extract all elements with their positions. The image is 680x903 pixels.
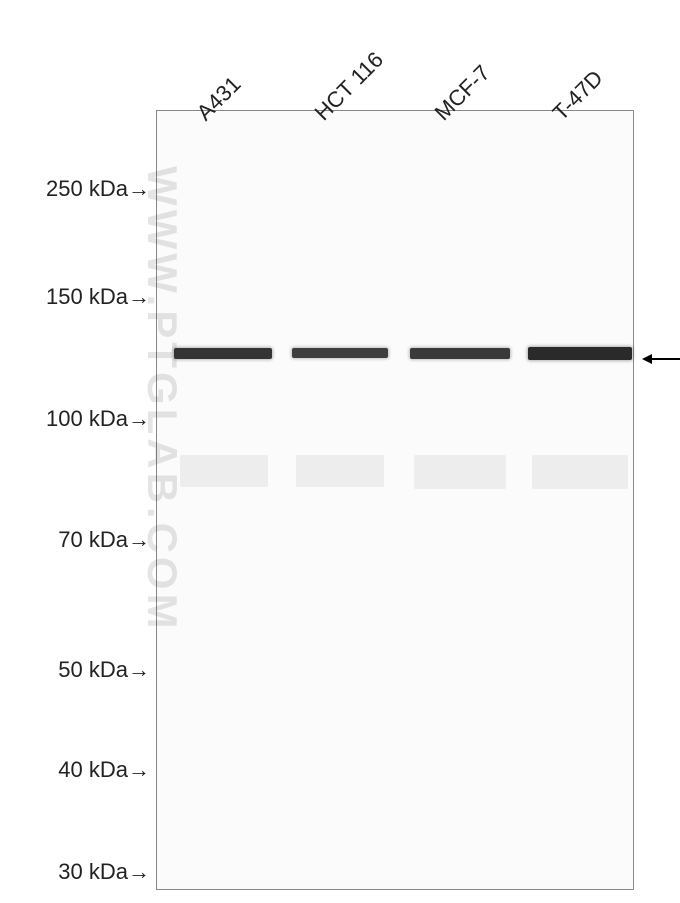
faint-band-1: [296, 455, 384, 487]
mw-marker-2: 100 kDa→: [46, 406, 150, 432]
band-lane-0: [174, 348, 272, 359]
figure-container: WWW.PTGLAB.COM A431HCT 116MCF-7T-47D 250…: [0, 0, 680, 903]
mw-marker-6: 30 kDa→: [58, 859, 150, 885]
blot-membrane: [156, 110, 634, 890]
mw-marker-5: 40 kDa→: [58, 757, 150, 783]
faint-band-3: [532, 455, 628, 489]
faint-band-0: [180, 455, 268, 487]
band-lane-3: [528, 347, 632, 360]
band-pointer-arrow: [642, 349, 680, 369]
mw-marker-1: 150 kDa→: [46, 284, 150, 310]
mw-marker-3: 70 kDa→: [58, 527, 150, 553]
band-lane-2: [410, 348, 510, 359]
faint-band-2: [414, 455, 506, 489]
mw-marker-4: 50 kDa→: [58, 657, 150, 683]
band-lane-1: [292, 348, 388, 358]
mw-marker-0: 250 kDa→: [46, 176, 150, 202]
